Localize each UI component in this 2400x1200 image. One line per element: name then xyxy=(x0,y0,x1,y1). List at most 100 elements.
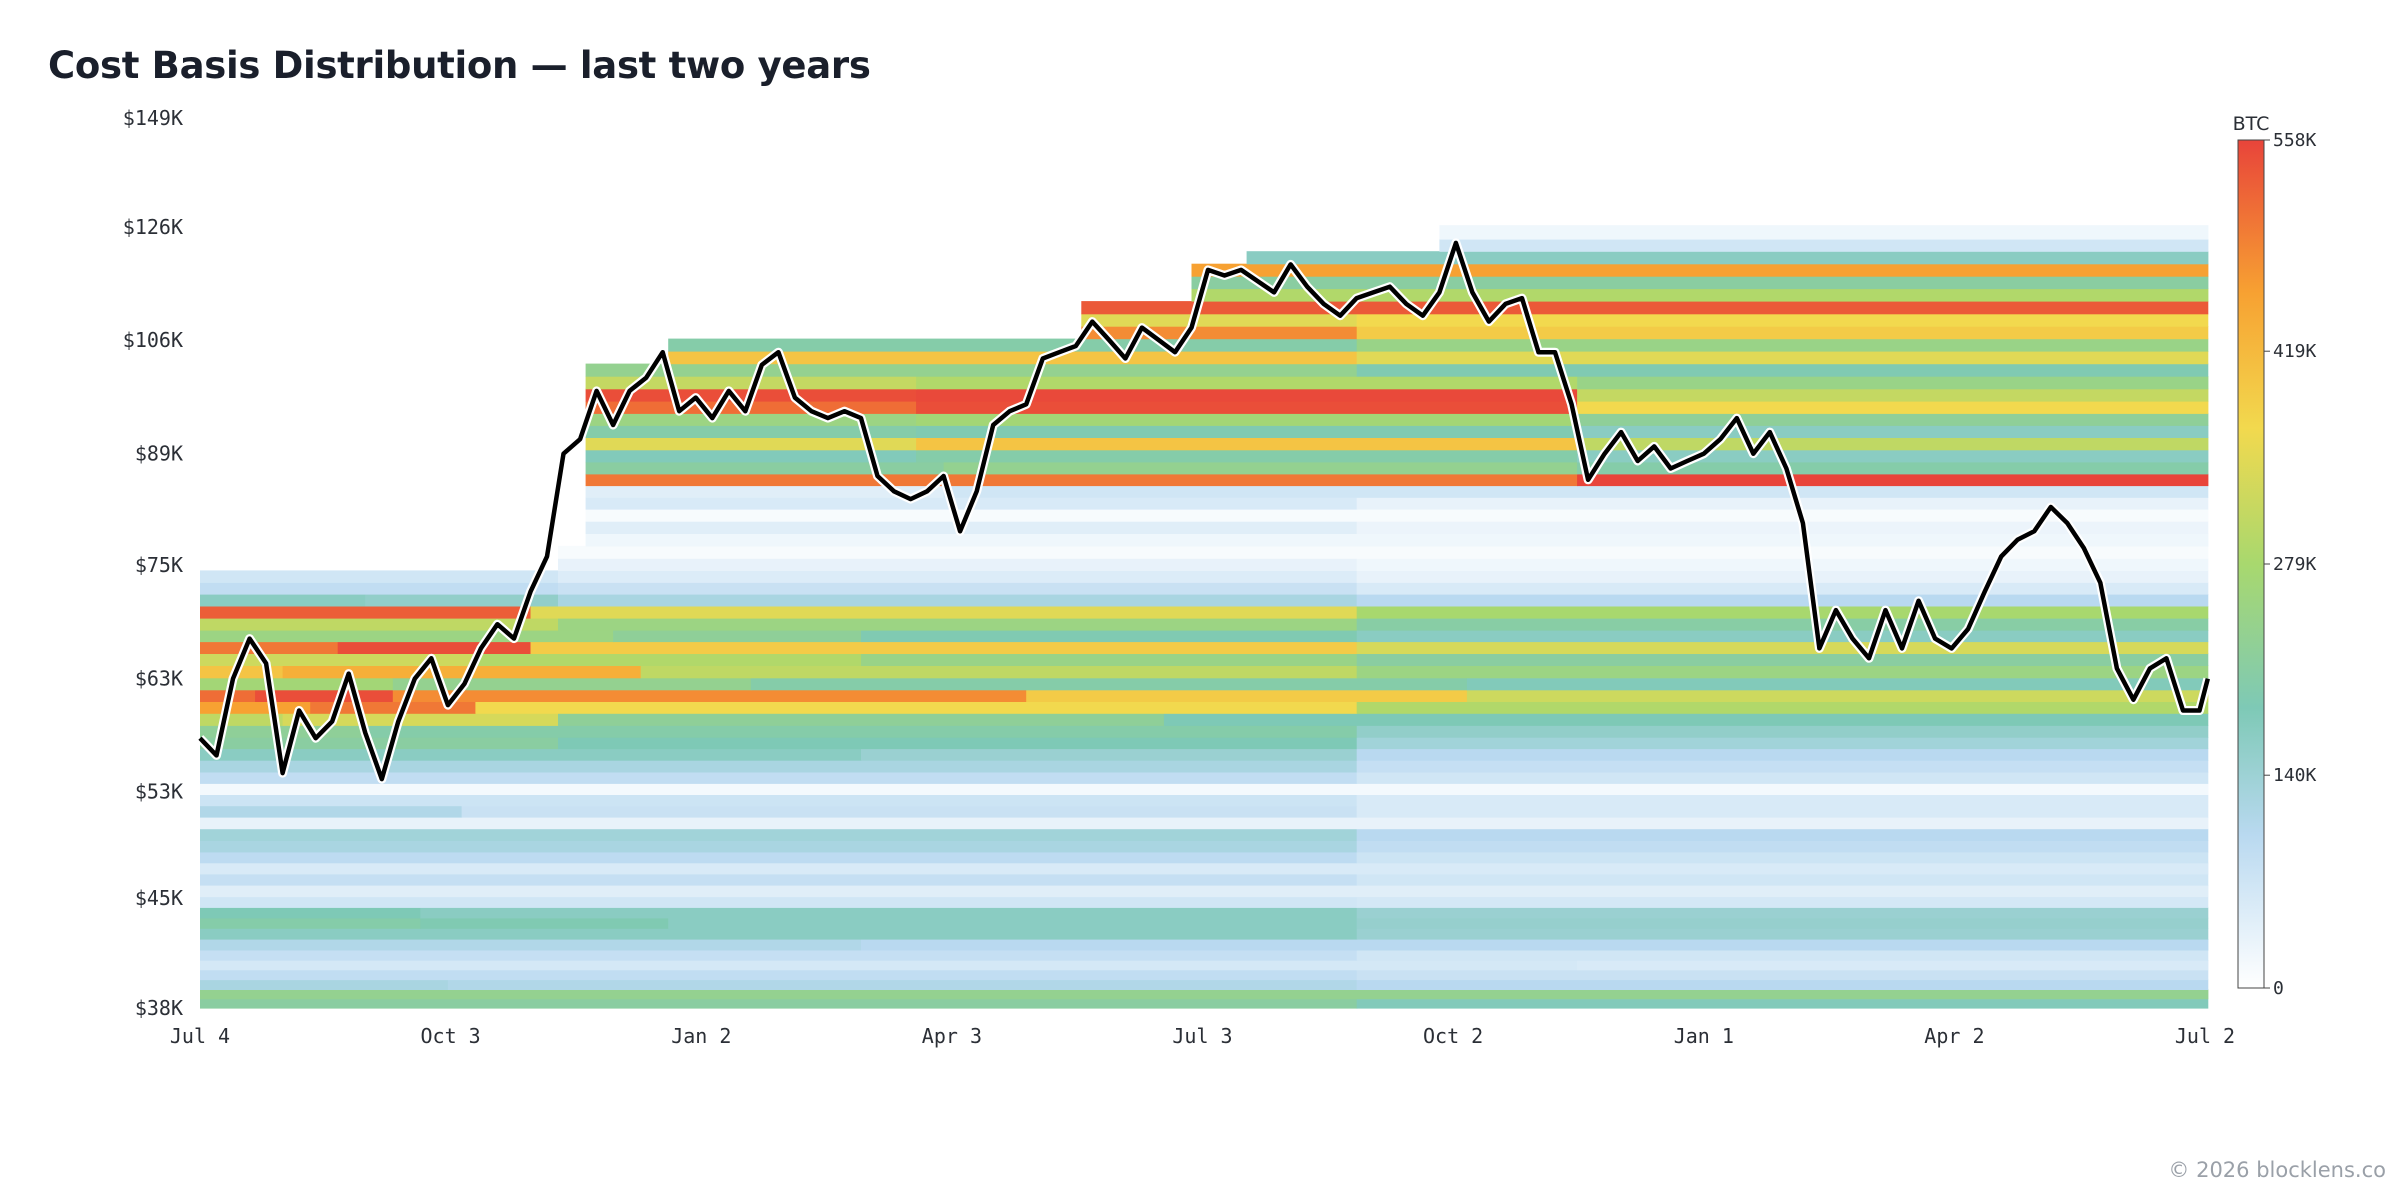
y-tick-label: $106K xyxy=(123,328,183,352)
heatmap-cell xyxy=(200,969,1358,981)
x-tick-label: Oct 2 xyxy=(1423,1024,1483,1048)
heatmap-cell xyxy=(1356,969,2209,981)
heatmap-cell xyxy=(585,485,945,498)
heatmap-cell xyxy=(1577,437,2209,451)
heatmap-cell xyxy=(282,665,642,679)
heatmap-cell xyxy=(200,907,421,919)
y-tick-label: $63K xyxy=(135,667,183,691)
heatmap-cell xyxy=(1356,896,2209,908)
heatmap-cell xyxy=(585,533,2209,547)
heatmap-cell xyxy=(1356,828,2209,841)
y-tick-label: $53K xyxy=(135,779,183,803)
heatmap-cell xyxy=(1356,338,2209,352)
heatmap-cell xyxy=(1356,497,2209,510)
heatmap-cell xyxy=(1439,239,2209,252)
heatmap-cell xyxy=(200,873,1358,886)
heatmap-cell xyxy=(585,363,1358,377)
heatmap-cell xyxy=(916,376,1578,390)
heatmap-cell xyxy=(1356,851,2209,864)
heatmap-cell xyxy=(200,960,1578,971)
colorbar: BTC 558K 419K 279K 140K 0 xyxy=(2233,113,2317,999)
heatmap-cell xyxy=(200,949,1358,961)
heatmap-cell xyxy=(200,896,1358,908)
heatmap-cell xyxy=(337,641,532,654)
heatmap-cell xyxy=(585,425,917,438)
heatmap-cell xyxy=(585,509,2209,522)
heatmap-cell xyxy=(1466,689,2209,702)
heatmap-cell xyxy=(200,618,559,631)
heatmap-cell xyxy=(1081,301,2209,315)
heatmap-cell xyxy=(200,794,1358,807)
heatmap-cell xyxy=(530,641,1358,654)
y-axis: $149K $126K $106K $89K $75K $63K $53K $45K $38K xyxy=(123,106,183,1020)
heatmap-cell xyxy=(1577,413,2209,426)
heatmap-cell xyxy=(1356,351,2209,365)
x-tick-label: Jan 2 xyxy=(671,1024,731,1048)
x-tick-label: Jan 1 xyxy=(1674,1024,1734,1048)
heatmap-cell xyxy=(1356,363,2209,377)
heatmap-cell xyxy=(200,771,1358,784)
heatmap-cell xyxy=(943,461,1578,475)
colorbar-gradient xyxy=(2237,139,2265,989)
heatmap-cell xyxy=(1356,605,2209,619)
heatmap-cell xyxy=(558,594,1358,607)
heatmap-cell xyxy=(1356,748,2209,761)
heatmap-cell xyxy=(861,653,1358,666)
heatmap-cell xyxy=(613,629,862,643)
heatmap-cell xyxy=(558,582,1358,595)
heatmap-cell xyxy=(1356,582,2209,595)
heatmap-cell xyxy=(1356,794,2209,807)
heatmap-cell xyxy=(200,594,366,607)
heatmap-cell xyxy=(558,618,1358,631)
heatmap-cell xyxy=(558,713,1165,726)
heatmap-cell xyxy=(310,701,476,714)
heatmap-cell xyxy=(475,701,1358,714)
heatmap-cell xyxy=(200,998,1358,1009)
heatmap-cell xyxy=(916,449,1578,463)
heatmap-cell xyxy=(1356,760,2209,773)
heatmap-cell xyxy=(668,351,1358,365)
heatmap-cell xyxy=(200,641,339,654)
heatmap-cell xyxy=(861,939,2209,951)
heatmap-cell xyxy=(1577,376,2209,390)
heatmap-cell xyxy=(668,917,1358,929)
heatmap-cell xyxy=(1356,594,2209,607)
y-tick-label: $75K xyxy=(135,553,183,577)
heatmap-cell xyxy=(1246,251,2209,265)
heatmap-cell xyxy=(282,713,559,726)
heatmap-cell xyxy=(200,582,559,595)
y-tick-label: $149K xyxy=(123,106,183,130)
heatmap-cell xyxy=(916,401,1578,414)
x-tick-label: Jul 4 xyxy=(170,1024,230,1048)
heatmap-cell xyxy=(1356,641,2209,654)
heatmap-cell xyxy=(1577,425,2209,438)
heatmap-cell xyxy=(1356,979,2209,990)
heatmap-cell xyxy=(1356,771,2209,784)
heatmap-cell xyxy=(1163,713,2209,726)
heatmap-cell xyxy=(200,885,2209,898)
heatmap-cell xyxy=(1577,401,2209,414)
colorbar-tick-label: 140K xyxy=(2273,765,2317,786)
y-tick-label: $45K xyxy=(135,886,183,910)
heatmap-cell xyxy=(1356,618,2209,631)
heatmap-cell xyxy=(365,725,1358,738)
heatmap-cell xyxy=(420,917,669,929)
heatmap-cell xyxy=(585,461,945,475)
heatmap-cell xyxy=(1356,629,2209,643)
heatmap-cell xyxy=(585,521,1358,534)
price-line-path xyxy=(198,240,2210,782)
x-tick-label: Jul 3 xyxy=(1172,1024,1232,1048)
heatmap-cell xyxy=(943,485,2209,498)
y-tick-label: $38K xyxy=(135,996,183,1020)
heatmap-cell xyxy=(200,840,1358,853)
heatmap-cells xyxy=(200,225,2209,1009)
heatmap-cell xyxy=(1191,263,2209,277)
heatmap-cell xyxy=(916,388,1578,402)
heatmap-cell xyxy=(200,805,463,818)
price-line xyxy=(196,238,2213,784)
heatmap-cell xyxy=(200,737,559,750)
heatmap-cell xyxy=(861,629,1358,643)
heatmap-cell xyxy=(200,989,2209,1000)
x-tick-label: Jul 2 xyxy=(2175,1024,2235,1048)
